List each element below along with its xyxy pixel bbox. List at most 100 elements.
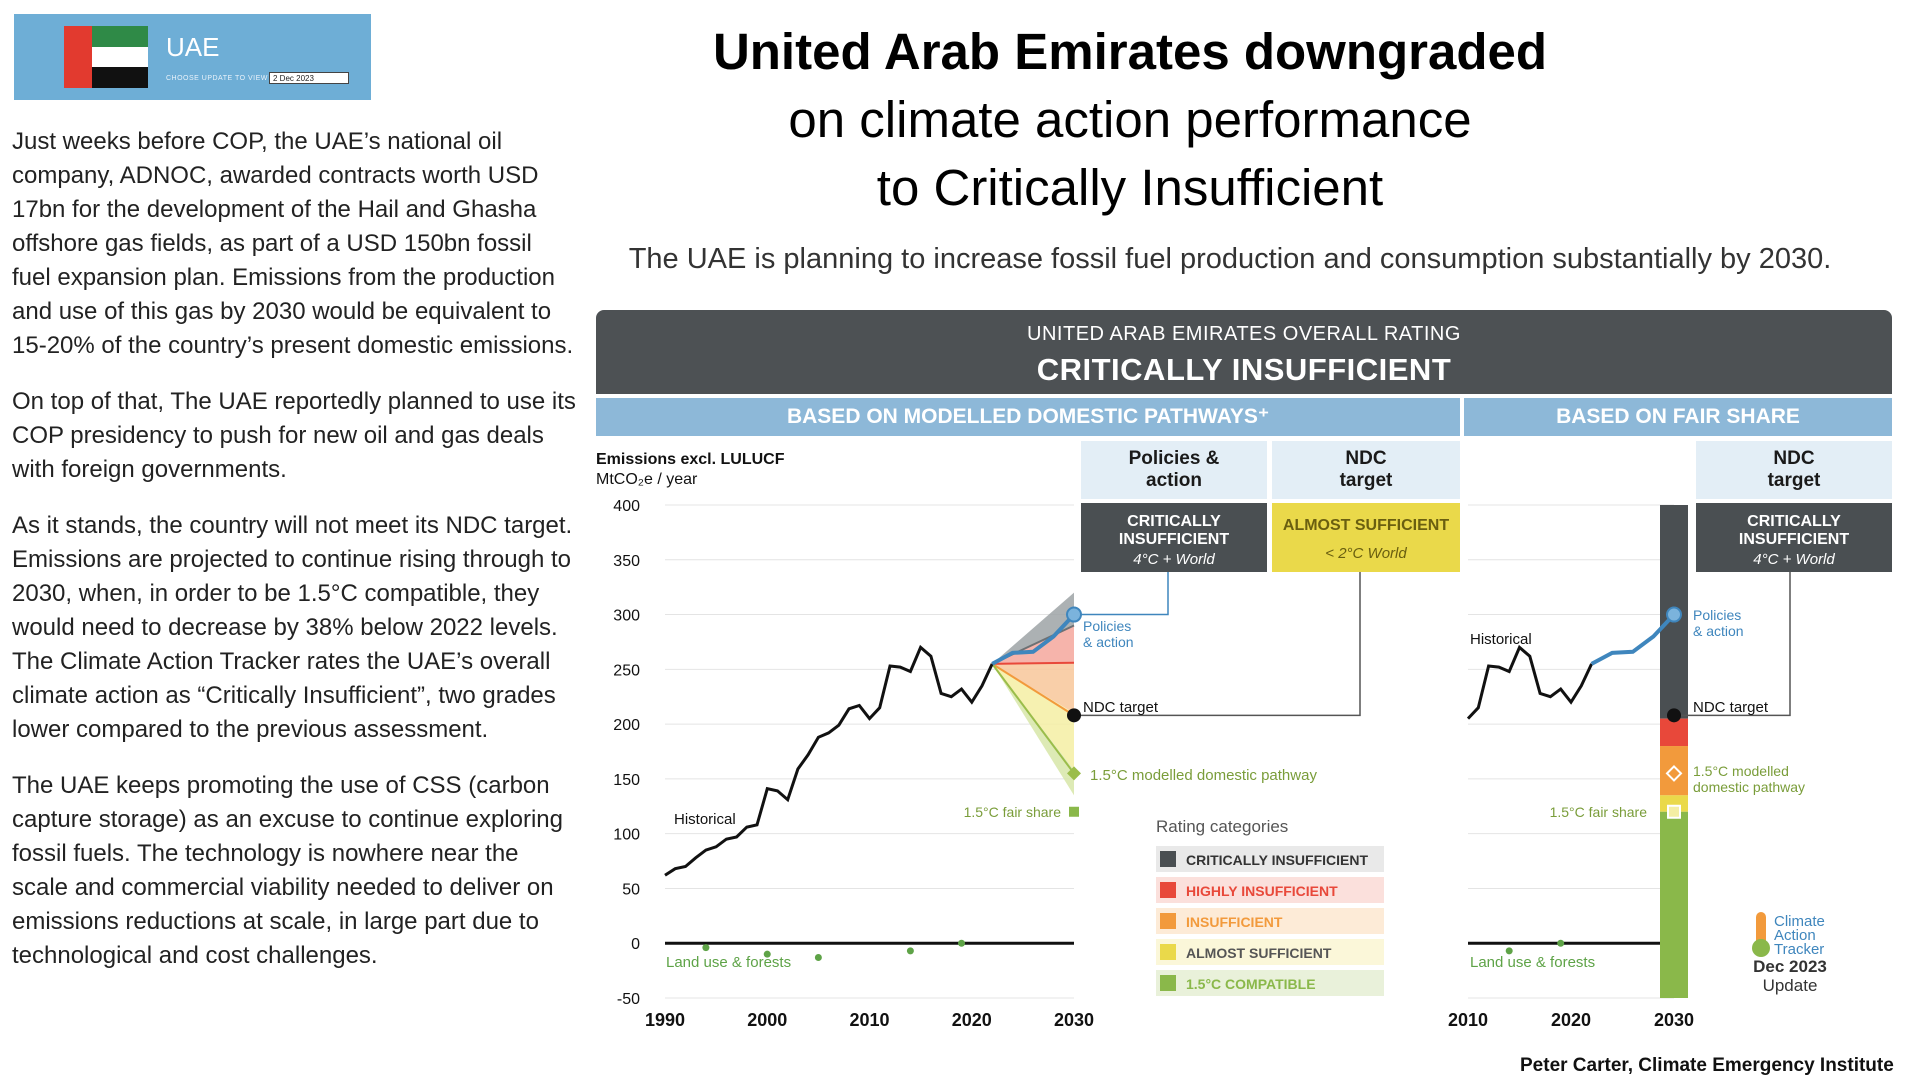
- historical-label: Historical: [674, 811, 736, 828]
- legend-label: HIGHLY INSUFFICIENT: [1186, 883, 1338, 899]
- article-text: Just weeks before COP, the UAE’s nationa…: [12, 125, 577, 995]
- land-use-point: [702, 944, 710, 952]
- column-header-policies-label: Policies & action: [1128, 448, 1220, 491]
- logo-line-2: Action: [1774, 927, 1816, 944]
- modelled-pathway-label: 1.5°C modelled: [1693, 763, 1789, 779]
- land-use-point: [814, 953, 822, 961]
- article-paragraph: On top of that, The UAE reportedly plann…: [12, 388, 576, 483]
- policies-point: [1666, 606, 1682, 623]
- policies-rating-box: CRITICALLY INSUFFICIENT 4°C + World: [1081, 503, 1267, 572]
- land-use-point: [906, 947, 914, 955]
- land-use-point: [1505, 947, 1513, 955]
- title-line-3: to Critically Insufficient: [876, 159, 1384, 216]
- ndc-target-point: [1067, 708, 1081, 723]
- policies-rating-label: CRITICALLY INSUFFICIENT: [1118, 513, 1230, 548]
- fair-ndc-connector: [1674, 572, 1791, 717]
- column-header-fair-ndc: NDC target: [1696, 441, 1892, 499]
- fan-edge-highly: [992, 661, 1075, 665]
- x-tick-label: 1990: [645, 1010, 685, 1030]
- ndc-connector: [1074, 572, 1361, 717]
- fair-share-point: [1069, 806, 1079, 817]
- legend-swatch: [1160, 851, 1176, 867]
- x-tick-label: 2020: [952, 1010, 992, 1030]
- ndc-rating-box: ALMOST SUFFICIENT < 2°C World: [1272, 503, 1460, 572]
- modelled-pathway-label: 1.5°C modelled domestic pathway: [1090, 767, 1317, 784]
- fair-share-label: 1.5°C fair share: [964, 804, 1062, 820]
- ndc-rating-label: ALMOST SUFFICIENT: [1282, 517, 1450, 534]
- logo-date: Dec 2023: [1753, 957, 1827, 976]
- legend-label: INSUFFICIENT: [1186, 914, 1283, 930]
- overall-rating-overline: UNITED ARAB EMIRATES OVERALL RATING: [1027, 323, 1461, 345]
- credit-line: Peter Carter, Climate Emergency Institut…: [1520, 1055, 1894, 1076]
- policies-label: Policies: [1083, 618, 1131, 634]
- legend-title: Rating categories: [1156, 817, 1288, 836]
- legend-row: [1156, 908, 1384, 934]
- ndc-target-point: [1667, 708, 1681, 723]
- land-use-label: Land use & forests: [1470, 954, 1595, 971]
- land-use-point: [763, 950, 771, 958]
- modelled-pathway-point: [1067, 766, 1081, 781]
- x-tick-label: 2020: [1551, 1010, 1591, 1030]
- logo-line-1: Climate: [1774, 913, 1825, 930]
- x-tick-label: 2030: [1654, 1010, 1694, 1030]
- policies-label: & action: [1693, 623, 1744, 639]
- y-tick-label: 300: [613, 608, 640, 625]
- fan-band-compatible: [992, 663, 1074, 796]
- column-header-ndc: NDC target: [1272, 441, 1460, 499]
- policies-line: [1590, 613, 1676, 666]
- x-tick-label: 2010: [849, 1010, 889, 1030]
- fair-share-bar-highly: [1660, 718, 1688, 747]
- y-tick-label: 400: [613, 498, 640, 515]
- y-tick-label: 0: [631, 936, 640, 953]
- policies-connector: [1074, 572, 1169, 616]
- historical-line: [664, 644, 994, 877]
- fair-rating-label: CRITICALLY INSUFFICIENT: [1738, 513, 1850, 548]
- legend-swatch: [1160, 944, 1176, 960]
- policies-label: & action: [1083, 634, 1134, 650]
- policies-line: [991, 613, 1076, 666]
- page-subtitle: The UAE is planning to increase fossil f…: [628, 243, 1832, 275]
- policies-point: [1066, 606, 1082, 623]
- legend-row: [1156, 846, 1384, 872]
- uae-flag-icon: [64, 26, 148, 88]
- legend-label: 1.5°C COMPATIBLE: [1186, 976, 1316, 992]
- choose-update-label: CHOOSE UPDATE TO VIEW: [166, 75, 268, 82]
- article-paragraph: As it stands, the country will not meet …: [12, 512, 573, 743]
- fair-rating-box: CRITICALLY INSUFFICIENT 4°C + World: [1696, 503, 1892, 572]
- legend-label: ALMOST SUFFICIENT: [1186, 945, 1332, 961]
- ndc-target-label: NDC target: [1693, 699, 1769, 716]
- legend-swatch: [1160, 913, 1176, 929]
- column-header-ndc-label: NDC target: [1339, 448, 1393, 491]
- article-paragraph: The UAE keeps promoting the use of CSS (…: [12, 772, 564, 969]
- fair-share-label: 1.5°C fair share: [1550, 804, 1648, 820]
- historical-label: Historical: [1470, 631, 1532, 648]
- logo-update: Update: [1763, 976, 1818, 995]
- y-tick-label: 50: [622, 881, 640, 898]
- modelled-pathway-label: domestic pathway: [1693, 779, 1805, 795]
- section-modelled-header: BASED ON MODELLED DOMESTIC PATHWAYS⁺: [596, 398, 1460, 436]
- legend-row: [1156, 939, 1384, 965]
- banner-country-name: UAE: [166, 32, 220, 62]
- column-header-policies: Policies & action: [1081, 441, 1267, 499]
- policies-label: Policies: [1693, 607, 1741, 623]
- title-line-1: United Arab Emirates downgraded: [712, 23, 1548, 80]
- logo-line-3: Tracker: [1774, 941, 1824, 958]
- x-tick-label: 2030: [1054, 1010, 1094, 1030]
- y-tick-label: 150: [613, 772, 640, 789]
- fan-band-critically: [992, 592, 1074, 664]
- ndc-world-label: < 2°C World: [1325, 545, 1407, 562]
- y-tick-label: 350: [613, 553, 640, 570]
- update-select[interactable]: 2 Dec 2023: [269, 72, 349, 84]
- overall-rating-header: UNITED ARAB EMIRATES OVERALL RATING CRIT…: [596, 310, 1892, 394]
- fair-share-bar-compatible: [1660, 811, 1688, 998]
- overall-rating-value: CRITICALLY INSUFFICIENT: [1036, 352, 1452, 387]
- title-line-2: on climate action performance: [788, 91, 1472, 148]
- climate-action-tracker-logo: Climate Action Tracker Dec 2023 Update: [1752, 912, 1827, 995]
- legend-row: [1156, 877, 1384, 903]
- y-tick-label: 250: [613, 662, 640, 679]
- column-header-fair-ndc-label: NDC target: [1767, 448, 1821, 491]
- y-tick-label: 200: [613, 717, 640, 734]
- fair-share-point: [1667, 804, 1681, 819]
- fair-world-label: 4°C + World: [1753, 551, 1835, 568]
